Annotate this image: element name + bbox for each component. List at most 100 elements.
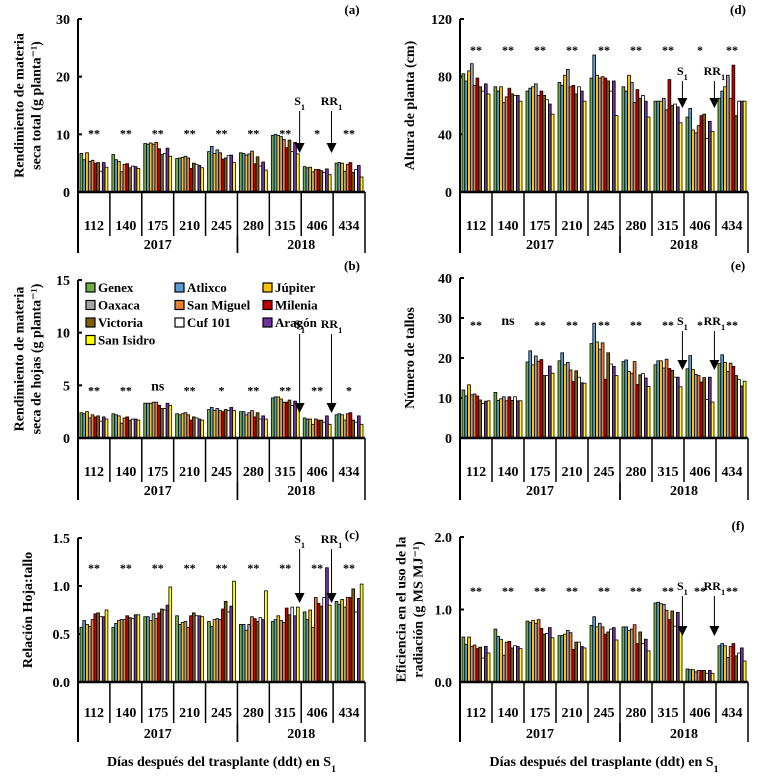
legend-label: Genex [98,280,134,295]
bar-315-júpiter [276,396,281,439]
bar-406-genex [685,116,690,193]
bar-406-victoria [319,419,324,439]
bar-112-atlixco [82,620,86,683]
bar-406-aragón [708,120,712,193]
bar-406-san-isidro [710,672,715,683]
legend-label: Aragón [275,315,318,330]
rr1-label: RR1 [321,532,343,550]
bar-245-san-miguel [600,342,605,439]
bar-280-milenia [252,618,257,683]
bar-406-milenia [699,670,704,683]
y-tick-label: 80 [438,71,452,86]
significance-label: ** [120,126,132,140]
legend-swatch [262,317,273,328]
bar-280-aragón [644,638,648,683]
bar-280-milenia [635,643,640,683]
bar-112-júpiter [467,384,471,439]
x-tick-label: 112 [466,465,486,480]
bar-112-cuf-101 [481,90,485,193]
bar-140-atlixco [496,635,500,683]
bar-175-aragón [165,147,170,193]
bar-280-oaxaca [630,372,634,439]
bar-406-milenia [316,419,321,439]
bar-406-oaxaca [694,671,698,683]
panel-a: (a) Rendimiento de materia seca total (g p… [13,2,366,253]
bar-140-genex [111,154,116,193]
significance-label: ** [279,126,291,140]
s1-label: S1 [294,94,305,112]
x-tick-label: 140 [115,465,136,480]
bar-434-milenia [731,643,736,683]
bar-245-oaxaca [598,622,602,683]
bar-140-cuf-101 [131,418,135,439]
rr1-label: RR1 [321,317,343,335]
x-tick-label: 140 [115,706,136,721]
bar-112-san-isidro [104,166,109,193]
significance-label: ** [534,318,546,332]
bar-280-cuf-101 [258,617,263,683]
x-tick-label: 112 [466,219,486,234]
bar-210-san-isidro [200,616,204,683]
bar-210-san-isidro [582,647,587,683]
significance-label: ** [598,318,610,332]
y-axis-label: Eficiencia en el uso de la [395,537,410,683]
x-tick-label: 406 [690,706,711,721]
bar-406-san-miguel [696,125,701,193]
y-axis-label: Número de tallos [403,307,418,409]
bar-406-oaxaca [311,626,315,683]
bar-140-victoria [510,93,514,193]
year-label: 2017 [526,484,554,499]
bar-175-oaxaca [151,143,156,193]
bar-280-aragón [644,377,648,439]
bar-434-genex [717,97,722,193]
bar-175-genex [525,90,530,193]
bar-280-atlixco [241,152,246,193]
bar-210-atlixco [560,352,564,439]
bar-245-milenia [603,77,608,193]
bar-315-san-isidro [296,606,300,683]
bar-140-aragón [516,95,520,193]
bar-175-atlixco [528,622,532,683]
bar-140-victoria [510,647,514,683]
significance-label: ** [152,561,164,575]
significance-label: ** [120,383,132,397]
x-tick-label: 406 [307,465,328,480]
bar-175-san-isidro [168,404,173,439]
bar-434-atlixco [337,162,342,193]
significance-label: ** [534,584,546,598]
bar-406-genex [302,166,307,193]
bar-280-oaxaca [247,153,252,193]
significance-label: ** [726,584,738,598]
bar-245-genex [589,77,594,193]
bar-434-cuf-101 [354,611,358,683]
bar-406-júpiter [308,166,312,193]
x-tick-label: 406 [690,219,711,234]
significance-label: ** [726,318,738,332]
bar-245-san-isidro [614,115,619,193]
bar-112-victoria [478,399,482,439]
bar-210-san-isidro [200,419,204,439]
bar-406-atlixco [688,355,692,439]
bar-434-oaxaca [343,170,347,193]
bar-210-san-miguel [568,632,573,683]
bar-280-milenia [635,89,640,193]
bar-245-victoria [223,600,228,683]
bar-112-aragón [483,646,488,683]
bar-280-cuf-101 [641,95,645,193]
bar-175-cuf-101 [162,408,167,439]
significance-label: ** [662,43,674,57]
bar-140-milenia [507,396,512,439]
bar-406-aragón [708,376,712,439]
bar-112-oaxaca [469,63,474,193]
bar-434-milenia [731,365,736,439]
bar-140-san-miguel [122,163,127,193]
bar-175-cuf-101 [162,609,167,683]
x-tick-label: 434 [339,706,360,721]
bar-245-san-isidro [614,375,619,439]
bar-140-genex [111,626,116,683]
bar-112-atlixco [82,413,86,439]
bar-112-júpiter [85,411,89,439]
bar-315-cuf-101 [290,404,295,439]
bar-210-júpiter [180,156,185,193]
significance-label: ** [662,318,674,332]
